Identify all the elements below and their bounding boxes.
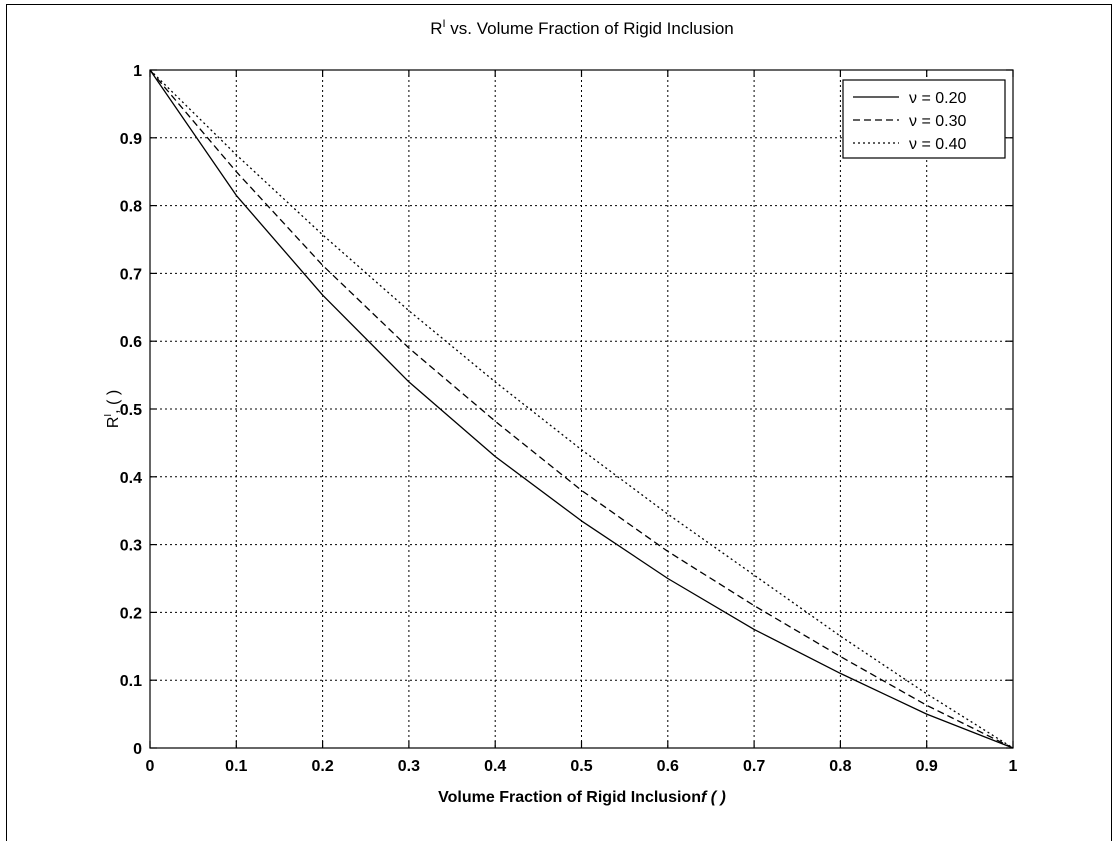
y-axis-label: RI, ( ) bbox=[103, 390, 122, 428]
y-tick-label: 0.2 bbox=[120, 605, 142, 622]
x-tick-label: 0.4 bbox=[484, 758, 506, 775]
y-tick-label: 0.5 bbox=[120, 402, 142, 419]
legend-label: ν = 0.40 bbox=[909, 136, 966, 153]
y-tick-label: 0.4 bbox=[120, 470, 142, 487]
y-tick-label: 1 bbox=[133, 63, 142, 80]
legend-box bbox=[842, 79, 1006, 159]
y-tick-label: 0.8 bbox=[120, 199, 142, 216]
y-tick-label: 0.9 bbox=[120, 131, 142, 148]
x-axis-label: Volume Fraction of Rigid Inclusionf ( ) bbox=[438, 789, 726, 806]
x-tick-label: 0.3 bbox=[398, 758, 420, 775]
chart-title: RI vs. Volume Fraction of Rigid Inclusio… bbox=[430, 18, 734, 38]
x-tick-label: 1 bbox=[1009, 758, 1018, 775]
y-tick-label: 0 bbox=[133, 741, 142, 758]
series-line bbox=[149, 69, 1014, 749]
y-tick-label: 0.3 bbox=[120, 538, 142, 555]
legend-label: ν = 0.20 bbox=[909, 90, 966, 107]
y-tick-label: 0.6 bbox=[120, 334, 142, 351]
plot-lines bbox=[149, 69, 1014, 749]
axis-ticks: 0 0.1 0.2 0.3 0.4 0.5 0.6 0.7 0.8 0.9 1 0 0.1 0.2 0.3 0… bbox=[120, 63, 1018, 775]
x-tick-label: 0.7 bbox=[743, 758, 765, 775]
legend: ν = 0.20 ν = 0.30 ν = 0.40 bbox=[842, 79, 1006, 159]
x-tick-label: 0 bbox=[146, 758, 155, 775]
y-tick-label: 0.1 bbox=[120, 673, 142, 690]
x-tick-label: 0.9 bbox=[916, 758, 938, 775]
x-tick-label: 0.2 bbox=[311, 758, 333, 775]
x-tick-label: 0.1 bbox=[225, 758, 247, 775]
x-tick-label: 0.8 bbox=[829, 758, 851, 775]
series-line bbox=[149, 69, 1014, 749]
x-tick-label: 0.6 bbox=[657, 758, 679, 775]
x-tick-label: 0.5 bbox=[570, 758, 592, 775]
grid bbox=[150, 70, 1013, 748]
legend-label: ν = 0.30 bbox=[909, 113, 966, 130]
y-tick-label: 0.7 bbox=[120, 266, 142, 283]
